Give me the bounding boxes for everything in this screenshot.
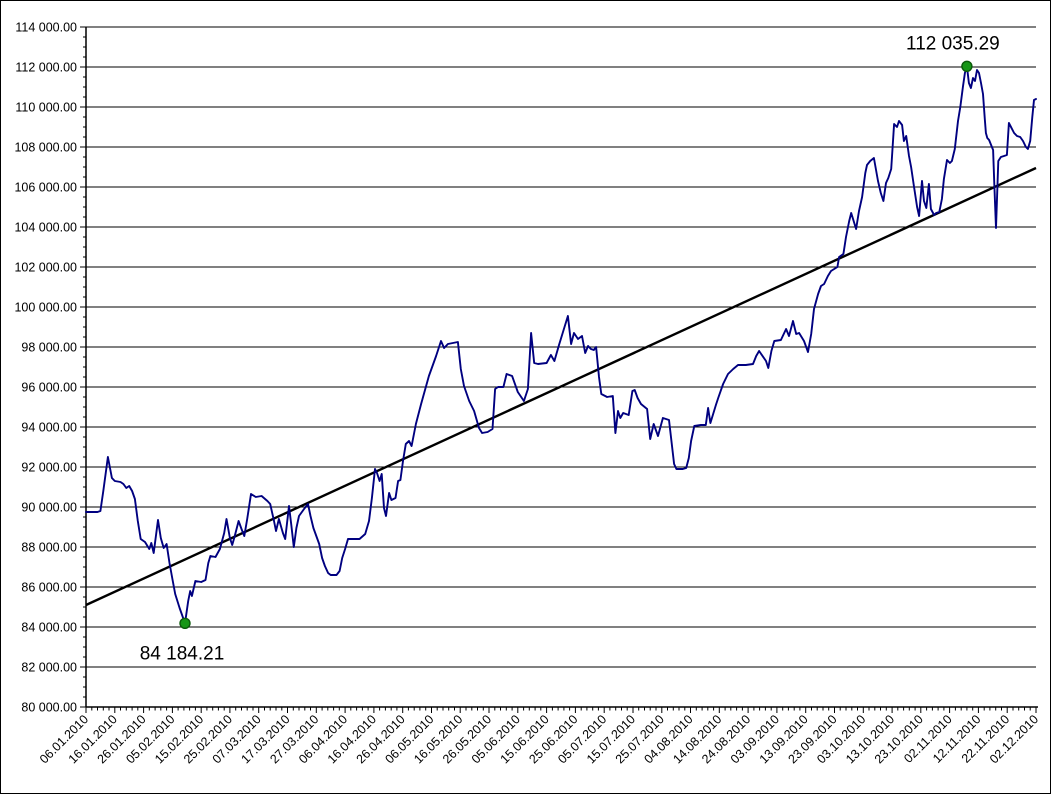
- max-point-marker: [961, 60, 973, 73]
- y-axis-tick-label: 100 000.00: [14, 301, 77, 315]
- y-axis-tick-label: 80 000.00: [21, 701, 77, 715]
- y-axis-tick-label: 92 000.00: [21, 461, 77, 475]
- y-axis-tick-label: 84 000.00: [21, 621, 77, 635]
- y-axis-tick-label: 114 000.00: [15, 21, 77, 35]
- y-axis-tick-label: 102 000.00: [14, 261, 77, 275]
- y-axis-tick-label: 82 000.00: [21, 661, 77, 675]
- y-axis-tick-label: 94 000.00: [21, 421, 77, 435]
- series-line: [85, 65, 1037, 625]
- y-axis-tick-label: 88 000.00: [21, 541, 77, 555]
- y-axis-tick-label: 98 000.00: [21, 341, 77, 355]
- y-axis-tick-label: 104 000.00: [14, 221, 77, 235]
- y-axis-tick-label: 110 000.00: [15, 101, 77, 115]
- y-axis-tick-label: 86 000.00: [21, 581, 77, 595]
- min-point-label: 84 184.21: [140, 643, 225, 664]
- y-axis-tick-label: 108 000.00: [14, 141, 77, 155]
- y-axis-tick-label: 90 000.00: [21, 501, 77, 515]
- y-axis-tick-label: 96 000.00: [21, 381, 77, 395]
- min-point-marker: [179, 617, 191, 629]
- y-axis-tick-label: 112 000.00: [15, 61, 77, 75]
- max-point-label: 112 035.29: [906, 33, 1000, 54]
- y-axis-tick-label: 106 000.00: [14, 181, 77, 195]
